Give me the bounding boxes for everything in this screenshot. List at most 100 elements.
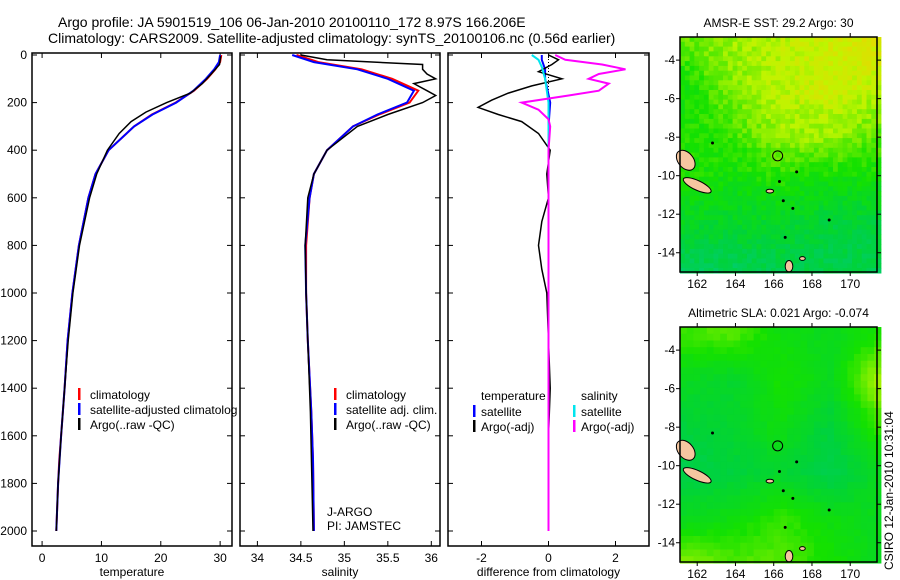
- map-cell: [699, 99, 705, 105]
- map-cell: [800, 394, 808, 402]
- map-cell: [689, 109, 695, 115]
- map-cell: [775, 239, 781, 245]
- map-cell: [840, 428, 848, 436]
- map-cell: [746, 522, 755, 530]
- map-cell: [703, 138, 710, 144]
- map-cell: [723, 248, 729, 255]
- map-cell: [775, 157, 781, 163]
- map-cell: [834, 333, 842, 341]
- map-cell: [834, 509, 842, 517]
- map-cell: [787, 360, 795, 368]
- map-cell: [790, 51, 796, 57]
- map-cell: [703, 191, 710, 197]
- map-cell: [799, 85, 805, 91]
- map-cell: [708, 162, 715, 168]
- map-cell: [809, 51, 815, 57]
- map-cell: [871, 167, 877, 173]
- map-cell: [861, 65, 868, 72]
- map-cell: [742, 75, 748, 81]
- map-cell: [708, 258, 715, 264]
- map-cell: [852, 171, 858, 178]
- map-cell: [785, 37, 791, 43]
- map-cell: [813, 56, 820, 62]
- map-cell: [686, 394, 694, 402]
- map-cell: [793, 407, 802, 416]
- map-cell: [847, 195, 853, 202]
- map-cell: [785, 239, 791, 245]
- map-cell: [703, 41, 710, 48]
- map-cell: [737, 147, 743, 154]
- map-cell: [718, 128, 724, 134]
- map-cell: [761, 253, 767, 260]
- map-cell: [799, 220, 805, 226]
- map-cell: [867, 421, 875, 429]
- map-cell: [770, 244, 777, 250]
- map-cell: [804, 75, 810, 81]
- map-cell: [787, 502, 795, 510]
- map-cell: [737, 191, 743, 197]
- map-cell: [686, 414, 694, 422]
- map-cell: [809, 152, 815, 158]
- map-cell: [773, 482, 781, 490]
- map-cell: [684, 109, 691, 115]
- map-cell: [876, 65, 882, 72]
- map-cell: [723, 162, 729, 168]
- map-cell: [726, 387, 735, 395]
- map-cell: [867, 536, 875, 544]
- map-cell: [867, 434, 875, 443]
- map-cell: [827, 509, 835, 517]
- map-cell: [773, 380, 781, 389]
- map-cell: [807, 515, 815, 524]
- map-cell: [856, 253, 863, 260]
- map-cell: [727, 37, 734, 43]
- y-tick-label: -14: [658, 536, 676, 550]
- map-cell: [809, 41, 815, 48]
- map-cell: [861, 268, 868, 274]
- map-cell: [767, 468, 775, 476]
- map-cell: [827, 340, 835, 348]
- map-cell: [828, 195, 834, 202]
- map-cell: [742, 65, 748, 72]
- map-cell: [718, 248, 724, 255]
- map-cell: [761, 37, 767, 43]
- map-cell: [706, 394, 715, 402]
- map-cell: [852, 191, 858, 197]
- map-cell: [823, 90, 829, 96]
- map-cell: [680, 414, 688, 422]
- map-cell: [856, 186, 863, 192]
- map-cell: [746, 434, 755, 443]
- map-cell: [775, 195, 781, 202]
- map-cell: [871, 147, 877, 154]
- map-cell: [713, 61, 719, 67]
- map-cell: [828, 51, 834, 57]
- map-cell: [804, 157, 810, 163]
- map-cell: [847, 556, 855, 564]
- map-cell: [794, 123, 801, 130]
- map-cell: [751, 94, 758, 101]
- map-cell: [708, 268, 715, 274]
- map-cell: [800, 407, 808, 416]
- map-cell: [790, 220, 796, 226]
- map-cell: [800, 529, 808, 537]
- map-cell: [706, 434, 715, 443]
- map-cell: [726, 441, 735, 449]
- map-cell: [756, 191, 762, 197]
- map-cell: [742, 138, 748, 144]
- map-cell: [680, 75, 686, 81]
- map-cell: [800, 549, 808, 557]
- map-cell: [720, 434, 728, 443]
- map-cell: [834, 414, 842, 422]
- map-cell: [876, 75, 882, 81]
- map-cell: [733, 414, 741, 422]
- map-cell: [818, 229, 825, 235]
- map-cell: [813, 347, 822, 355]
- map-cell: [871, 99, 877, 105]
- map-cell: [760, 414, 768, 422]
- map-cell: [787, 468, 795, 476]
- map-cell: [828, 75, 834, 81]
- map-cell: [787, 421, 795, 429]
- map-cell: [799, 147, 805, 154]
- map-cell: [761, 239, 767, 245]
- map-cell: [804, 85, 810, 91]
- map-cell: [727, 142, 734, 149]
